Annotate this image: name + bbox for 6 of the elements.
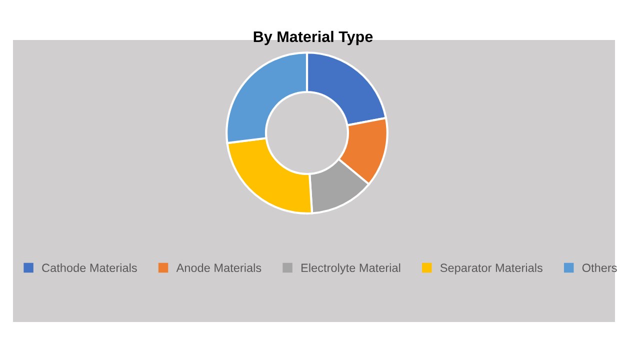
legend-label: Separator Materials	[440, 263, 542, 274]
legend-label: Cathode Materials	[42, 263, 137, 272]
legend-label: Others	[582, 263, 617, 272]
legend-label: Anode Materials	[176, 263, 262, 272]
legend-label: Electrolyte Material	[302, 263, 400, 274]
chart-title: By Material Type	[254, 30, 373, 46]
